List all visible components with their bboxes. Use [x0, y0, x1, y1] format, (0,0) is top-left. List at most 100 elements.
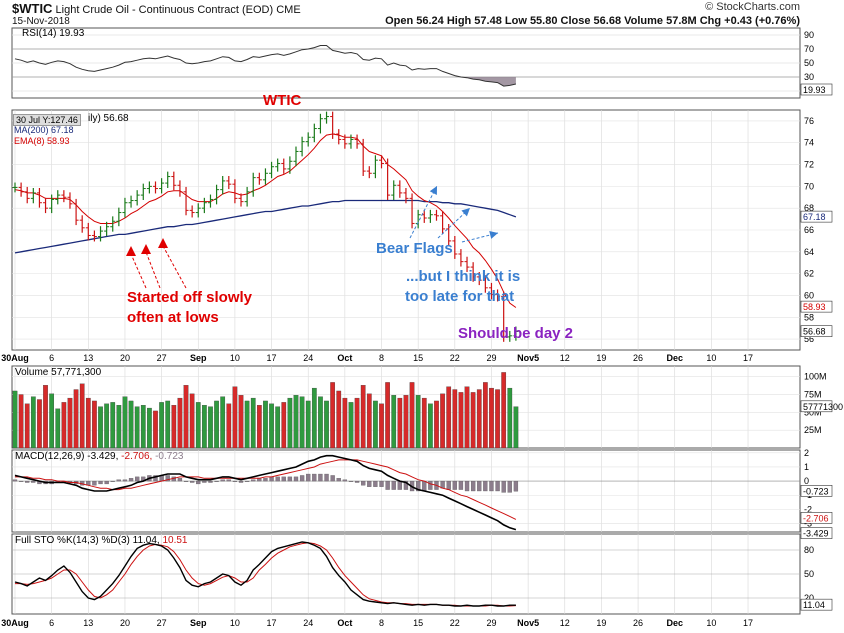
volume-bar-79	[495, 389, 500, 449]
sto-tick-80: 80	[804, 545, 814, 555]
volume-bar-14	[98, 406, 103, 449]
volume-bar-15	[104, 403, 109, 449]
volume-bar-53	[336, 390, 342, 449]
rsi-oversold-fill	[442, 77, 516, 87]
macd-hist-tag-box	[800, 485, 833, 497]
macd-tick-0: 2	[804, 448, 809, 458]
macd-title-hist: -0.723	[155, 451, 184, 462]
volume-bar-59	[373, 400, 378, 449]
macd-hist-bar-49	[312, 473, 317, 482]
annotation-started-1: Started off slowly	[127, 289, 253, 306]
volume-bar-51	[324, 400, 329, 449]
x-tick-label-2: 13	[83, 618, 93, 628]
macd-hist-bar-27	[177, 478, 183, 482]
volume-bar-7	[55, 408, 61, 449]
x-tick-label-8: 24	[303, 618, 313, 628]
volume-title: Volume 57,771,300	[15, 367, 102, 378]
x-tick-label-9: Oct	[337, 618, 352, 628]
volume-bar-72	[452, 389, 458, 449]
volume-bar-66	[415, 395, 421, 449]
ema8-legend: EMA(8) 58.93	[14, 136, 70, 146]
sto-tick-20: 20	[804, 593, 814, 603]
macd-tick-4: -2	[804, 504, 812, 514]
x-tick-label-0: 30Aug	[1, 353, 29, 363]
annotation-red-arrow-head-1	[141, 244, 151, 254]
macd-tick-1: 1	[804, 462, 809, 472]
x-tick-label-15: 12	[560, 618, 570, 628]
macd-hist-bar-18	[122, 479, 128, 482]
rsi-title: RSI(14) 19.93	[22, 28, 85, 39]
x-tick-label-19: 10	[706, 353, 716, 363]
x-tick-label-7: 17	[267, 353, 277, 363]
macd-hist-bar-62	[391, 480, 396, 490]
macd-hist-bar-59	[373, 480, 378, 487]
macd-hist-bar-51	[324, 473, 329, 482]
volume-bar-49	[311, 387, 317, 449]
sto-title-k: Full STO %K(14,3) %D(3) 11.04,	[15, 535, 160, 546]
macd-hist-bar-37	[238, 480, 244, 483]
macd-hist-bar-75	[470, 480, 476, 492]
volume-bar-80	[501, 372, 507, 449]
x-tick-label-11: 15	[413, 353, 423, 363]
price-tick-68: 68	[804, 203, 814, 213]
macd-hist-bar-55	[348, 480, 354, 482]
macd-hist-bar-44	[281, 476, 286, 482]
macd-hist-tag: -0.723	[803, 486, 829, 496]
exchange: CME	[276, 4, 301, 16]
macd-hist-bar-78	[489, 480, 494, 492]
volume-bar-56	[354, 397, 360, 449]
sto-tick-50: 50	[804, 569, 814, 579]
x-tick-label-20: 17	[743, 618, 753, 628]
volume-bar-63	[397, 397, 403, 449]
ema8-line	[14, 133, 517, 308]
close-current-tag: 56.68	[803, 327, 826, 337]
annotation-too-late-2: too late for that	[405, 288, 515, 305]
sto-title: Full STO %K(14,3) %D(3) 11.04, 10.51	[15, 535, 188, 546]
macd-hist-bar-66	[416, 480, 421, 492]
volume-bar-39	[250, 397, 256, 449]
macd-title-signal: -2.706,	[121, 451, 153, 462]
macd-hist-bar-57	[361, 480, 366, 486]
annotation-blue-arrow-head-1	[461, 208, 470, 217]
close-current-tag-box	[800, 325, 833, 337]
volume-bar-33	[214, 400, 219, 449]
price-legend: ily) 56.68	[88, 113, 129, 124]
sto-k-line	[14, 541, 516, 607]
rsi-current-tag-box	[800, 83, 833, 96]
annotation-blue-arrow-head-0	[429, 186, 437, 195]
macd-hist-bar-39	[251, 479, 256, 482]
macd-hist-bar-48	[306, 473, 311, 482]
rsi-current-tag: 19.93	[803, 85, 826, 95]
watermark: © StockCharts.com	[705, 1, 800, 13]
volume-bar-54	[342, 397, 348, 449]
macd-hist-bar-3	[31, 480, 36, 483]
macd-hist-bar-50	[318, 473, 323, 482]
annotation-red-arrow-line-1	[145, 251, 161, 289]
price-tick-64: 64	[804, 247, 814, 257]
x-tick-label-16: 19	[596, 353, 606, 363]
macd-hist-bar-35	[226, 479, 231, 482]
x-tick-label-6: 10	[230, 618, 240, 628]
volume-bar-42	[269, 403, 274, 449]
macd-hist-bar-42	[269, 476, 274, 482]
volume-bar-69	[434, 400, 439, 449]
macd-hist-bar-45	[287, 476, 293, 482]
volume-bar-3	[30, 396, 36, 449]
macd-hist-bar-81	[507, 480, 512, 493]
price-tick-66: 66	[804, 225, 814, 235]
volume-bar-50	[318, 396, 323, 449]
rsi-line	[14, 45, 517, 87]
volume-bar-10	[73, 389, 79, 449]
volume-bar-65	[409, 382, 415, 449]
x-tick-label-9: Oct	[337, 353, 352, 363]
sto-current-tag: 11.04	[803, 600, 825, 610]
x-tick-label-5: Sep	[190, 353, 207, 363]
price-tick-60: 60	[804, 290, 814, 300]
macd-signal-tag-box	[800, 512, 833, 524]
x-tick-label-14: Nov5	[517, 618, 539, 628]
volume-bar-81	[507, 387, 513, 449]
volume-tick-75: 75M	[804, 390, 822, 400]
volume-tick-25: 25M	[804, 425, 822, 435]
volume-bar-71	[446, 386, 452, 449]
